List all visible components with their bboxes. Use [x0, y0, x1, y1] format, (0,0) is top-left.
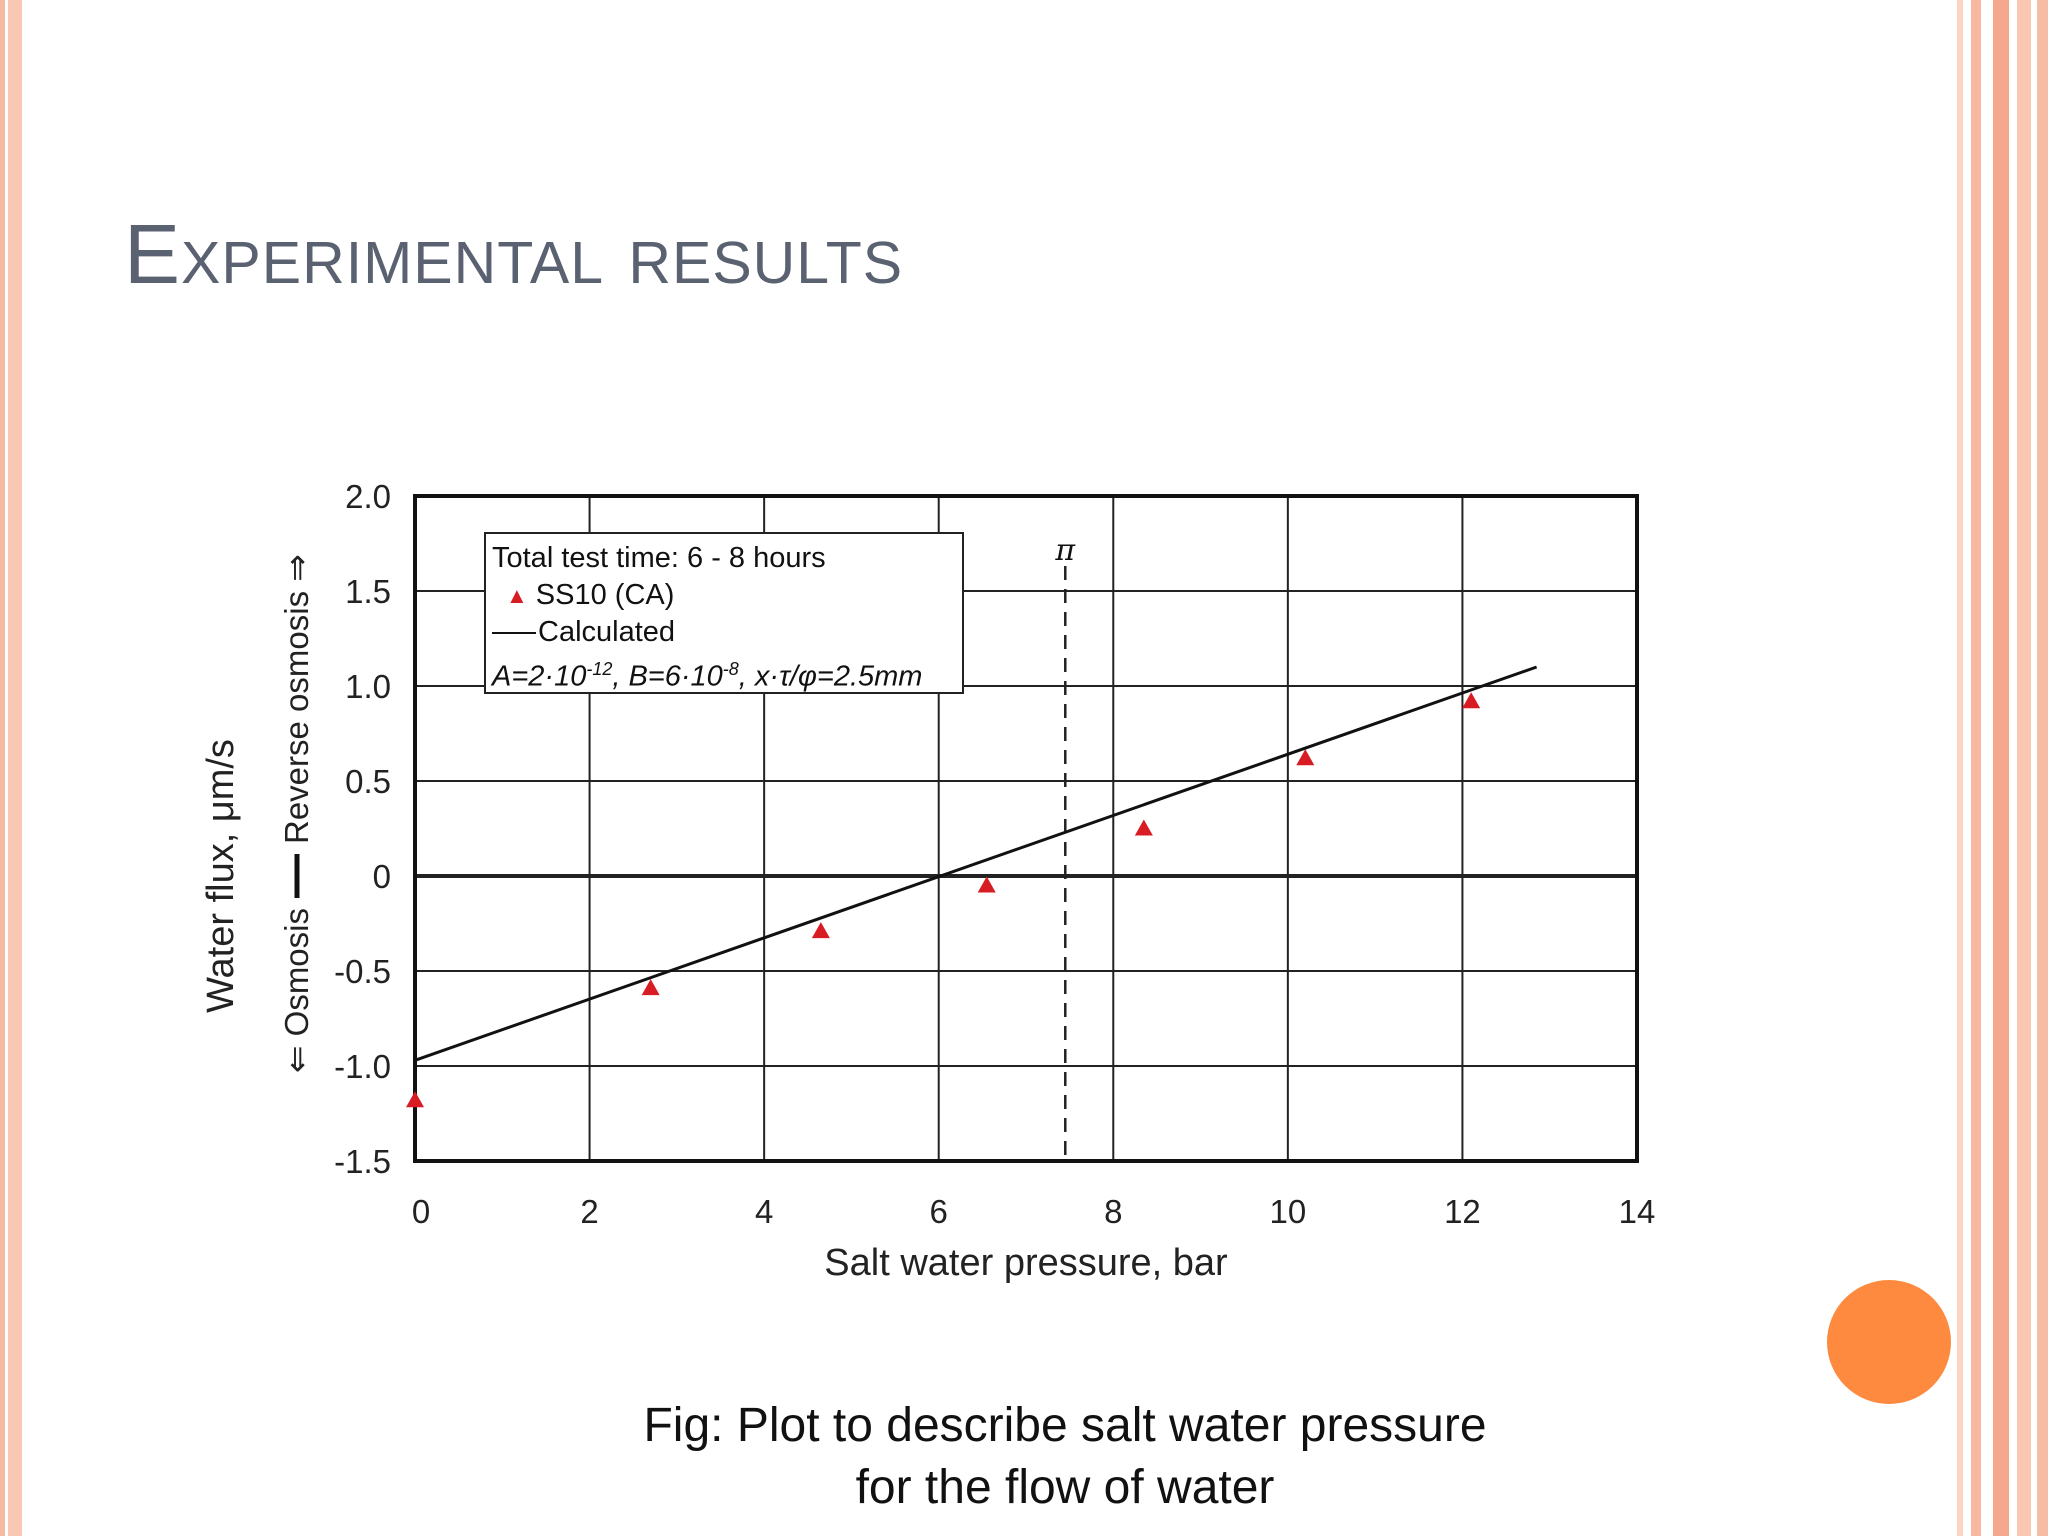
y-tick-label: -1.0 — [334, 1048, 391, 1085]
y-axis-label-upper: Reverse osmosis ⇒ — [278, 554, 315, 844]
data-point — [977, 876, 996, 893]
slide-left-border — [0, 0, 22, 1536]
line-swatch-icon — [492, 631, 536, 634]
y-tick-label: 0 — [373, 858, 391, 895]
y-tick-label: -0.5 — [334, 953, 391, 990]
osmotic-pressure-label: π — [1054, 533, 1076, 568]
legend-entry-line: Calculated — [492, 614, 962, 651]
data-point — [1296, 749, 1315, 766]
data-point — [1462, 692, 1481, 709]
x-tick-label: 12 — [1444, 1193, 1481, 1230]
y-tick-label: 0.5 — [345, 763, 391, 800]
y-axis-label: Water flux, μm/s — [200, 739, 242, 1013]
legend-header: Total test time: 6 - 8 hours — [492, 542, 826, 574]
x-tick-label: 4 — [755, 1193, 773, 1230]
legend-label-scatter: SS10 (CA) — [535, 579, 675, 611]
figure-caption: Fig: Plot to describe salt water pressur… — [560, 1395, 1570, 1519]
y-axis-label-lower: ⇐ Osmosis — [278, 908, 315, 1073]
data-point — [811, 922, 830, 939]
slide-title: Experimental results — [124, 207, 904, 301]
y-tick-label: 1.5 — [345, 573, 391, 610]
legend-parameters: A=2·10-12, B=6·10-8, x·τ/φ=2.5mm — [492, 659, 923, 693]
chart-legend: Total test time: 6 - 8 hours ▲ SS10 (CA)… — [484, 532, 964, 694]
plot-frame — [413, 494, 1639, 1163]
y-tick-label: 2.0 — [345, 478, 391, 515]
caption-line-1: Fig: Plot to describe salt water pressur… — [643, 1399, 1487, 1452]
data-point — [641, 979, 660, 996]
y-tick-label: 1.0 — [345, 668, 391, 705]
legend-entry-scatter: ▲ SS10 (CA) — [492, 577, 962, 614]
caption-line-2: for the flow of water — [855, 1461, 1275, 1514]
x-tick-label: 0 — [412, 1193, 430, 1230]
x-tick-label: 14 — [1619, 1193, 1656, 1230]
slide-right-border — [1957, 0, 2048, 1536]
legend-label-line: Calculated — [538, 616, 676, 648]
x-axis-label: Salt water pressure, bar — [824, 1242, 1228, 1284]
data-point — [1134, 819, 1153, 836]
x-tick-label: 6 — [930, 1193, 948, 1230]
x-tick-label: 8 — [1104, 1193, 1122, 1230]
calculated-line — [414, 665, 1538, 1062]
data-point — [406, 1091, 424, 1108]
slide-decoration-circle — [1827, 1280, 1951, 1404]
x-tick-label: 10 — [1269, 1193, 1306, 1230]
x-tick-label: 2 — [580, 1193, 598, 1230]
y-tick-label: -1.5 — [334, 1143, 391, 1180]
triangle-marker-icon: ▲ — [506, 583, 528, 608]
